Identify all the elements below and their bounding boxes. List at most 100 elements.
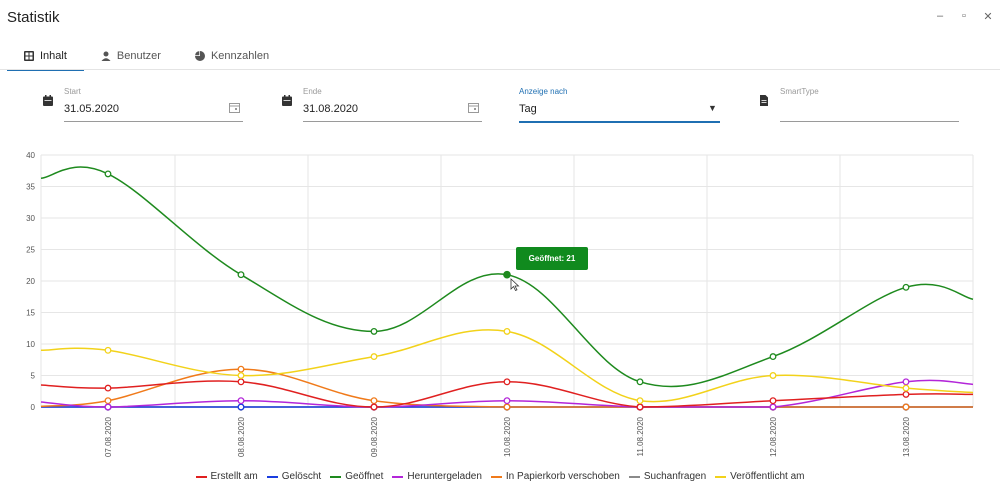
window-controls: – ▫ ✕ [934,10,994,23]
y-tick-label: 20 [26,277,35,286]
title-bar: Statistik – ▫ ✕ [0,0,1000,34]
data-point-erstellt-am [503,378,511,386]
data-point-erstellt-am [237,378,245,386]
tab-label: Kennzahlen [210,49,270,62]
tab-kennzahlen[interactable]: Kennzahlen [178,42,286,69]
data-point-veröffentlicht-am [769,372,777,379]
x-tick-label: 13.08.2020 [902,416,911,457]
calendar-icon [282,95,292,106]
legend-label: Geöffnet [345,471,384,482]
display-underline [519,121,720,123]
tab-benutzer[interactable]: Benutzer [84,42,178,69]
data-point-heruntergeladen [503,397,511,405]
data-point-in-papierkorb-verschoben [902,403,910,411]
start-value[interactable]: 31.05.2020 [64,103,120,115]
minimize-icon[interactable]: – [936,10,944,22]
data-point-veröffentlicht-am [503,327,511,335]
close-icon[interactable]: ✕ [983,11,993,23]
legend-swatch [330,475,342,478]
data-point-heruntergeladen [902,378,910,386]
y-tick-label: 40 [26,151,35,160]
data-point-veröffentlicht-am [104,346,112,354]
date-picker-icon[interactable] [468,102,479,113]
x-tick-label: 12.08.2020 [769,416,778,457]
legend-swatch [490,475,502,478]
x-tick-label: 11.08.2020 [636,416,645,456]
data-point-veröffentlicht-am [370,353,378,361]
data-point-veröffentlicht-am [902,384,910,392]
x-tick-label: 09.08.2020 [370,416,379,457]
data-point-geöffnet [104,170,112,178]
data-point-veröffentlicht-am [237,372,245,379]
chart-legend: Erstellt am Gelöscht Geöffnet Heruntergelad… [0,471,1000,482]
start-label: Start [64,87,81,96]
y-tick-label: 35 [26,183,35,192]
x-tick-label: 10.08.2020 [503,416,512,457]
y-tick-label: 5 [31,372,36,381]
legend-label: Suchanfragen [643,471,707,482]
legend-item[interactable]: In Papierkorb verschoben [490,471,620,482]
smarttype-label: SmartType [780,87,819,96]
legend-swatch [628,475,640,478]
data-point-geöffnet [636,378,644,386]
smarttype-field[interactable]: SmartType [759,86,959,124]
y-tick-label: 0 [31,403,36,412]
data-point-erstellt-am [370,403,378,411]
grid-icon [24,50,34,61]
smarttype-underline [780,121,959,122]
legend-swatch [392,475,404,478]
data-point-in-papierkorb-verschoben [503,403,511,411]
legend-label: In Papierkorb verschoben [505,471,620,482]
y-tick-label: 25 [26,246,35,255]
legend-label: Erstellt am [210,471,258,482]
date-picker-icon[interactable] [229,102,240,113]
data-point-geöffnet [370,327,378,335]
end-underline [303,121,482,122]
tab-bar: Inhalt Benutzer Kennzahlen [7,42,286,71]
legend-item[interactable]: Geöffnet [330,471,383,482]
data-point-in-papierkorb-verschoben [237,365,245,373]
y-tick-label: 30 [26,214,35,223]
legend-item[interactable]: Heruntergeladen [392,471,482,482]
legend-swatch [715,475,727,478]
data-point-heruntergeladen [237,397,245,405]
end-label: Ende [303,87,322,96]
series-line-veröffentlicht-am [40,329,974,403]
legend-swatch [195,475,207,478]
start-date-field[interactable]: Start 31.05.2020 [43,86,243,124]
legend-item[interactable]: Suchanfragen [628,471,707,482]
data-point-geöffnet [503,270,511,279]
display-label: Anzeige nach [519,87,568,96]
data-point-in-papierkorb-verschoben [370,397,378,405]
data-point-geöffnet [902,283,910,291]
tab-inhalt[interactable]: Inhalt [7,42,84,71]
end-value[interactable]: 31.08.2020 [303,103,359,115]
maximize-icon[interactable]: ▫ [962,10,966,22]
data-point-erstellt-am [104,384,112,392]
document-icon [760,95,768,106]
legend-label: Veröffentlicht am [730,471,805,482]
legend-item[interactable]: Erstellt am [195,471,258,482]
data-point-geöffnet [769,353,777,361]
calendar-icon [43,95,53,106]
x-tick-label: 08.08.2020 [237,416,246,457]
start-underline [64,121,243,122]
end-date-field[interactable]: Ende 31.08.2020 [282,86,482,124]
x-tick-label: 07.08.2020 [104,416,113,457]
data-point-erstellt-am [902,390,910,398]
pie-icon [194,50,205,61]
tab-label: Inhalt [40,49,67,62]
data-point-heruntergeladen [769,403,777,411]
data-point-geöffnet [237,271,245,279]
legend-label: Heruntergeladen [407,471,482,482]
data-point-erstellt-am [769,397,777,405]
chevron-down-icon[interactable]: ▼ [708,103,717,113]
legend-item[interactable]: Veröffentlicht am [715,471,804,482]
data-point-heruntergeladen [104,403,112,411]
tab-label: Benutzer [116,49,161,62]
legend-item[interactable]: Gelöscht [266,471,321,482]
display-by-select[interactable]: Anzeige nach Tag ▼ [519,86,720,124]
data-point-gelöscht [237,403,245,411]
display-value[interactable]: Tag [519,103,537,115]
data-point-veröffentlicht-am [636,397,644,405]
